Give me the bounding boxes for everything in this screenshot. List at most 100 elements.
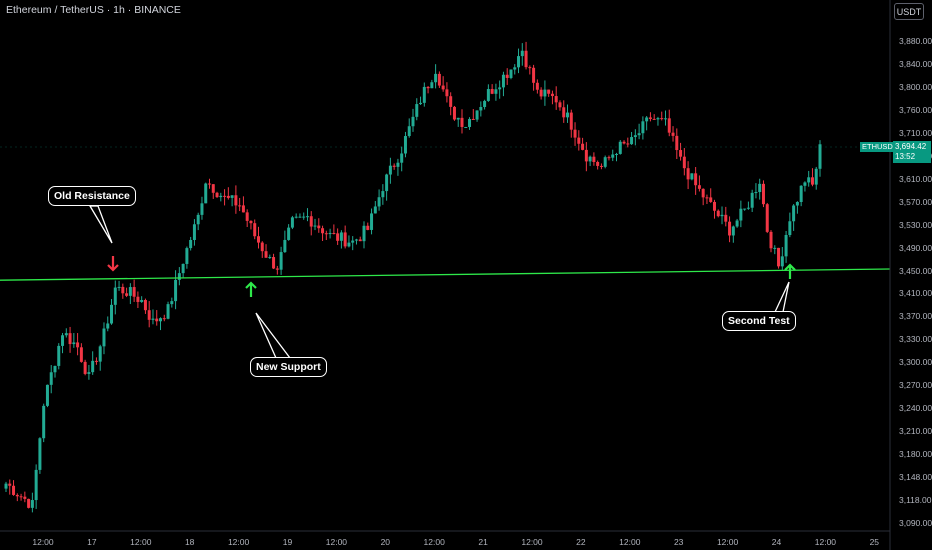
candle-body <box>159 318 163 322</box>
time-tick-label: 12:00 <box>814 537 837 547</box>
candle-body <box>238 205 242 207</box>
candle-body <box>562 107 566 118</box>
candle-body <box>773 247 777 249</box>
candle-body <box>675 135 679 151</box>
candle-body <box>652 118 656 120</box>
candle-body <box>795 202 799 206</box>
candle-body <box>799 185 803 203</box>
candle-body <box>728 221 732 236</box>
candle-body <box>709 197 713 202</box>
candle-body <box>509 69 513 78</box>
candle-body <box>347 242 351 247</box>
candle-body <box>746 207 750 209</box>
time-tick-label: 18 <box>184 537 195 547</box>
candle-body <box>42 405 46 439</box>
candle-body <box>471 118 475 120</box>
candle-body <box>784 235 788 257</box>
candle-body <box>151 318 155 320</box>
time-tick-label: 12:00 <box>619 537 641 547</box>
candle-body <box>761 183 765 205</box>
last-price-label: 3,694.42 13:52 <box>893 141 931 163</box>
candle-body <box>249 220 253 224</box>
down-arrow-icon <box>107 256 119 272</box>
candle-body <box>422 86 426 103</box>
candle-body <box>215 192 219 198</box>
candle-body <box>373 206 377 214</box>
candle-body <box>814 168 818 185</box>
candle-body <box>701 188 705 198</box>
candle-body <box>354 239 358 241</box>
candle-body <box>615 153 618 155</box>
candle-body <box>543 89 547 97</box>
candle-body <box>91 360 95 373</box>
candle-body <box>332 233 336 235</box>
candle-body <box>317 225 321 229</box>
candle-body <box>125 293 129 296</box>
candle-body <box>758 183 762 193</box>
candle-body <box>739 208 743 221</box>
candle-body <box>181 263 185 274</box>
candle-body <box>520 50 524 57</box>
price-tick-label: 3,330.00 <box>899 334 932 345</box>
candle-body <box>611 154 615 158</box>
candle-body <box>765 204 769 232</box>
candle-body <box>524 50 528 68</box>
candle-body <box>19 496 23 498</box>
candle-body <box>679 150 683 157</box>
candle-body <box>430 82 434 89</box>
candle-body <box>648 117 652 119</box>
candle-body <box>720 214 724 217</box>
price-tick-label: 3,530.00 <box>899 219 932 230</box>
candle-body <box>550 93 554 97</box>
candle-body <box>45 384 49 406</box>
callout-pointer <box>773 281 790 313</box>
candle-body <box>392 165 396 167</box>
candle-body <box>162 318 166 320</box>
candle-body <box>388 165 392 175</box>
candle-body <box>351 240 355 243</box>
candle-body <box>272 257 276 269</box>
candle-body <box>743 208 747 210</box>
candle-body <box>577 137 581 144</box>
candle-body <box>68 333 72 345</box>
candle-body <box>475 110 479 120</box>
candle-body <box>573 129 577 138</box>
candle-body <box>241 205 245 213</box>
candle-body <box>464 126 468 128</box>
price-tick-label: 3,710.00 <box>899 127 932 138</box>
candle-body <box>155 318 159 322</box>
price-tick-label: 3,840.00 <box>899 58 932 69</box>
candle-body <box>690 173 694 180</box>
candle-body <box>584 149 588 162</box>
candle-body <box>641 121 645 134</box>
price-tick-label: 3,090.00 <box>899 518 932 528</box>
candle-body <box>697 185 701 189</box>
candle-body <box>336 233 340 241</box>
candle-body <box>494 89 498 94</box>
candle-body <box>754 192 758 194</box>
currency-button[interactable]: USDT <box>894 3 924 20</box>
candle-body <box>445 89 449 97</box>
candle-body <box>599 165 603 167</box>
candle-body <box>686 168 690 180</box>
candle-body <box>245 212 249 221</box>
candle-body <box>663 118 667 120</box>
candle-body <box>298 216 302 218</box>
candle-body <box>256 236 260 243</box>
candle-body <box>656 118 660 120</box>
candle-body <box>117 286 121 288</box>
candle-body <box>324 233 328 235</box>
candle-body <box>102 328 106 347</box>
candle-body <box>452 106 456 120</box>
candle-body <box>705 197 709 199</box>
candle-body <box>780 256 784 267</box>
time-tick-label: 17 <box>87 537 97 547</box>
last-price-value: 3,694.42 <box>895 142 927 151</box>
candle-body <box>321 228 325 234</box>
candle-body <box>140 300 144 302</box>
candle-body <box>400 153 404 163</box>
candle-body <box>788 221 792 236</box>
candle-body <box>716 210 720 217</box>
candle-body <box>381 191 385 198</box>
